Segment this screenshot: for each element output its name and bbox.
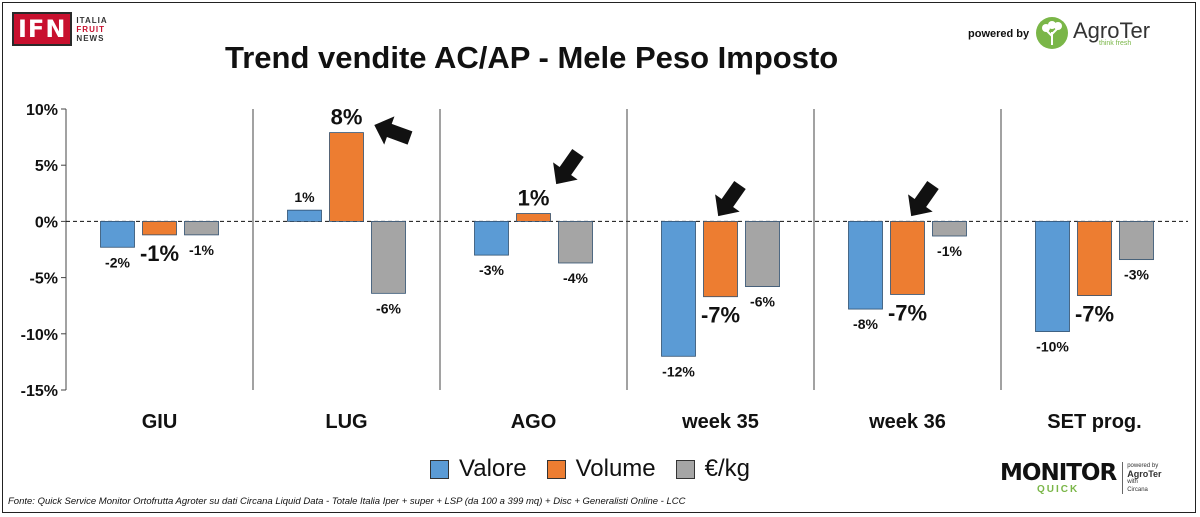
bar-volume — [516, 213, 551, 222]
data-label: -6% — [750, 294, 775, 310]
ifn-sub-fruit: FRUIT — [76, 24, 105, 34]
data-label: -2% — [105, 254, 130, 270]
data-label: -1% — [937, 243, 962, 259]
bar-valore — [848, 220, 883, 310]
legend-label-eur-kg: €/kg — [704, 455, 751, 482]
arrow-icon — [374, 116, 413, 145]
data-label: -7% — [1075, 302, 1114, 327]
bar-volume — [142, 220, 177, 236]
data-label: -3% — [479, 262, 504, 278]
data-label: -7% — [701, 303, 740, 328]
legend-label-valore: Valore — [459, 455, 527, 482]
legend-swatch-volume — [546, 459, 566, 479]
bar-kg — [184, 220, 219, 236]
monitor-wordmark: MONITOR — [1000, 460, 1117, 486]
monitor-quick-label: QUICK — [1036, 484, 1080, 495]
category-label: AGO — [511, 411, 557, 433]
y-tick-label: 10% — [26, 102, 58, 119]
data-label: 1% — [518, 186, 550, 211]
category-label: GIU — [142, 411, 178, 433]
bar-valore — [100, 220, 135, 248]
bar-volume — [890, 220, 925, 295]
monitor-quick-logo[interactable]: MONITOR QUICK powered by AgroTer with Ci… — [1000, 460, 1162, 496]
data-label: -6% — [376, 300, 401, 316]
monitor-side-circana: Circana — [1127, 487, 1148, 493]
bar-kg — [1119, 220, 1154, 261]
bar-kg — [932, 220, 967, 237]
bar-volume — [1077, 220, 1112, 296]
arrow-icon — [553, 148, 584, 185]
legend-swatch-valore — [430, 459, 449, 479]
y-tick-label: 0% — [35, 214, 58, 231]
bar-valore — [1035, 220, 1070, 332]
agroter-wordmark: AgroTer — [1073, 17, 1151, 43]
data-label: -7% — [888, 300, 927, 325]
bar-kg — [745, 220, 780, 287]
data-label: 8% — [331, 105, 363, 130]
monitor-side-powered: powered by — [1127, 463, 1159, 469]
y-tick-label: -15% — [21, 383, 58, 400]
ifn-logo-subtitle: ITALIA FRUIT NEWS — [76, 16, 107, 43]
legend-item-volume: Volume — [546, 455, 656, 483]
category-label: SET prog. — [1047, 411, 1141, 433]
bar-kg — [558, 220, 593, 264]
data-label: -1% — [140, 241, 179, 266]
data-label: -4% — [563, 270, 588, 286]
bar-valore — [474, 220, 509, 256]
source-footnote: Fonte: Quick Service Monitor Ortofrutta … — [8, 496, 686, 507]
y-tick-label: -10% — [21, 327, 58, 344]
legend-label-volume: Volume — [575, 455, 656, 482]
data-label: -8% — [853, 316, 878, 332]
ifn-sub-news: NEWS — [76, 33, 105, 43]
bar-kg — [371, 220, 406, 294]
bar-valore — [661, 220, 696, 357]
y-tick-label: 5% — [35, 158, 58, 175]
legend-swatch-eur-kg — [675, 459, 695, 479]
category-label: week 36 — [868, 411, 946, 433]
tree-icon — [1036, 17, 1068, 49]
data-label: -3% — [1124, 267, 1149, 283]
ifn-logo[interactable]: IFN ITALIA FRUIT NEWS — [12, 12, 108, 46]
bar-volume — [703, 220, 738, 298]
monitor-side-credits: powered by AgroTer with Circana — [1122, 462, 1162, 494]
bar-volume — [329, 132, 364, 222]
ifn-logo-mark: IFN — [12, 12, 73, 46]
monitor-side-agroter: AgroTer — [1127, 469, 1162, 479]
data-label: -10% — [1036, 339, 1069, 355]
arrow-icon — [908, 180, 939, 217]
data-label: -12% — [662, 363, 695, 379]
y-tick-label: -5% — [30, 271, 58, 288]
agroter-tagline: think fresh — [1099, 39, 1132, 47]
category-label: LUG — [325, 411, 367, 433]
arrow-icon — [715, 180, 746, 217]
legend-item-valore: Valore — [430, 455, 527, 483]
ifn-sub-italia: ITALIA — [76, 15, 108, 25]
legend-item-eur-kg: €/kg — [675, 455, 751, 483]
legend: Valore Volume €/kg — [430, 455, 770, 483]
chart-title: Trend vendite AC/AP - Mele Peso Imposto — [225, 40, 839, 75]
agroter-logo[interactable]: AgroTer think fresh — [1035, 16, 1150, 50]
monitor-side-with: with — [1127, 479, 1138, 485]
category-label: week 35 — [681, 411, 759, 433]
powered-by-label: powered by — [968, 28, 1030, 40]
data-label: -1% — [189, 242, 214, 258]
bar-valore — [287, 209, 322, 222]
data-label: 1% — [294, 189, 315, 205]
